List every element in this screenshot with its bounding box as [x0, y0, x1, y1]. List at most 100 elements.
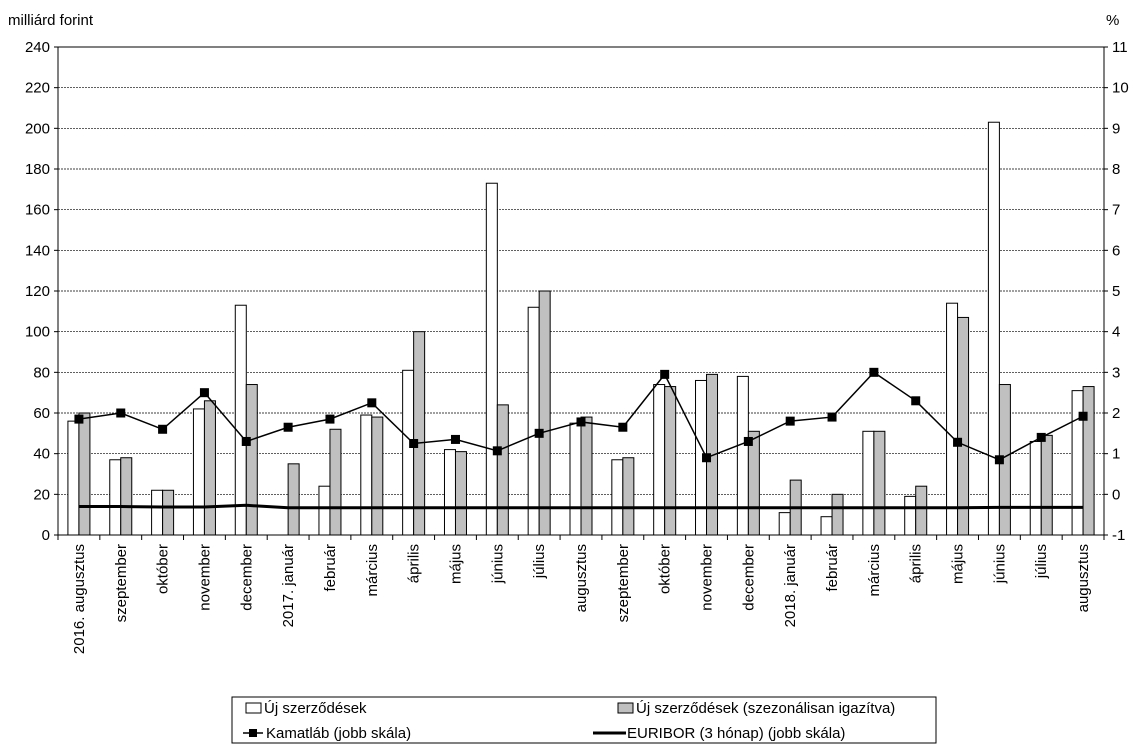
- interest-rate-marker: [827, 412, 837, 422]
- right-tick-label: 7: [1112, 202, 1120, 219]
- bar-seasonally-adjusted: [203, 400, 216, 536]
- bar-new-contracts: [485, 182, 498, 536]
- bar-new-contracts: [820, 516, 833, 536]
- x-tick-label: május: [447, 544, 464, 584]
- bar-seasonally-adjusted: [287, 463, 300, 536]
- right-tick-label: 5: [1112, 283, 1120, 300]
- left-tick-label: 80: [33, 364, 50, 381]
- x-tick-label: december: [238, 544, 255, 611]
- bar-seasonally-adjusted: [747, 430, 760, 536]
- left-tick-label: 0: [42, 527, 50, 544]
- left-tick-label: 120: [25, 283, 50, 300]
- left-tick-label: 140: [25, 242, 50, 259]
- left-tick-label: 240: [25, 39, 50, 56]
- legend-box: [231, 696, 937, 744]
- x-tick-label: április: [908, 544, 925, 583]
- right-tick-label: 0: [1112, 486, 1120, 503]
- right-tick-label: 6: [1112, 242, 1120, 259]
- interest-rate-marker: [618, 422, 628, 432]
- bar-new-contracts: [904, 495, 917, 536]
- x-tick-label: december: [740, 544, 757, 611]
- interest-rate-marker: [702, 453, 712, 463]
- lines: [74, 367, 1088, 510]
- x-tick-label: szeptember: [615, 544, 632, 622]
- left-tick-label: 100: [25, 324, 50, 341]
- interest-rate-marker: [367, 398, 377, 408]
- x-tick-label: augusztus: [1075, 544, 1092, 612]
- bar-new-contracts: [736, 375, 749, 536]
- bar-new-contracts: [611, 459, 624, 536]
- x-tick-label: november: [196, 544, 213, 611]
- x-tick-label: 2017. január: [280, 544, 297, 627]
- interest-rate-marker: [283, 422, 293, 432]
- euribor-line: [78, 503, 1084, 510]
- left-tick-label: 220: [25, 80, 50, 97]
- bar-new-contracts: [67, 420, 80, 536]
- right-tick-label: 3: [1112, 364, 1120, 381]
- bar-new-contracts: [946, 302, 959, 536]
- interest-rate-marker: [158, 424, 168, 434]
- bar-seasonally-adjusted: [957, 316, 970, 536]
- legend-marker-interest-rate: [249, 729, 257, 737]
- bar-new-contracts: [443, 449, 456, 536]
- gridlines: [58, 87, 1104, 495]
- bar-seasonally-adjusted: [371, 416, 384, 536]
- interest-rate-marker: [492, 446, 502, 456]
- bar-seasonally-adjusted: [78, 412, 91, 536]
- x-tick-label: június: [991, 544, 1008, 584]
- interest-rate-marker: [1036, 432, 1046, 442]
- interest-rate-marker: [869, 367, 879, 377]
- bar-new-contracts: [862, 430, 875, 536]
- interest-rate-marker: [660, 369, 670, 379]
- left-axis-unit: milliárd forint: [8, 12, 94, 29]
- bar-new-contracts: [987, 121, 1000, 536]
- right-tick-label: 11: [1112, 39, 1128, 56]
- x-tick-label: július: [1033, 544, 1050, 579]
- bar-seasonally-adjusted: [120, 457, 133, 536]
- right-tick-label: 2: [1112, 405, 1120, 422]
- bar-new-contracts: [234, 304, 247, 536]
- x-tick-label: május: [950, 544, 967, 584]
- x-tick-label: július: [531, 544, 548, 579]
- bar-seasonally-adjusted: [245, 384, 258, 536]
- left-tick-label: 20: [33, 486, 50, 503]
- bar-seasonally-adjusted: [664, 386, 677, 536]
- bar-new-contracts: [527, 306, 540, 536]
- right-axis-unit: %: [1106, 12, 1119, 29]
- bar-seasonally-adjusted: [496, 404, 509, 536]
- right-tick-label: 9: [1112, 120, 1120, 137]
- bar-seasonally-adjusted: [1040, 434, 1053, 536]
- left-tick-label: 60: [33, 405, 50, 422]
- interest-rate-marker: [116, 408, 126, 418]
- left-tick-label: 180: [25, 161, 50, 178]
- interest-rate-marker: [241, 436, 251, 446]
- interest-rate-marker: [199, 388, 209, 398]
- legend-label-new-contracts: Új szerződések: [264, 700, 367, 717]
- bar-seasonally-adjusted: [915, 485, 928, 536]
- x-tick-label: március: [866, 544, 883, 597]
- right-tick-label: 4: [1112, 324, 1120, 341]
- legend-label-interest-rate: Kamatláb (jobb skála): [266, 725, 411, 742]
- interest-rate-marker: [450, 434, 460, 444]
- bar-new-contracts: [192, 408, 205, 536]
- bar-seasonally-adjusted: [831, 493, 844, 536]
- bar-new-contracts: [360, 414, 373, 536]
- bar-new-contracts: [402, 369, 415, 536]
- legend-label-euribor: EURIBOR (3 hónap) (jobb skála): [627, 725, 845, 742]
- x-tick-label: március: [364, 544, 381, 597]
- x-tick-label: október: [657, 544, 674, 594]
- bar-new-contracts: [653, 384, 666, 536]
- bar-new-contracts: [151, 489, 164, 536]
- x-tick-label: április: [406, 544, 423, 583]
- bar-seasonally-adjusted: [162, 489, 175, 536]
- interest-rate-marker: [994, 455, 1004, 465]
- bar-seasonally-adjusted: [454, 451, 467, 536]
- interest-rate-marker: [743, 436, 753, 446]
- x-tick-label: február: [824, 544, 841, 592]
- x-tick-label: június: [489, 544, 506, 584]
- interest-rate-marker: [785, 416, 795, 426]
- left-tick-label: 200: [25, 120, 50, 137]
- x-tick-label: február: [322, 544, 339, 592]
- x-tick-label: október: [155, 544, 172, 594]
- x-tick-label: 2018. január: [782, 544, 799, 627]
